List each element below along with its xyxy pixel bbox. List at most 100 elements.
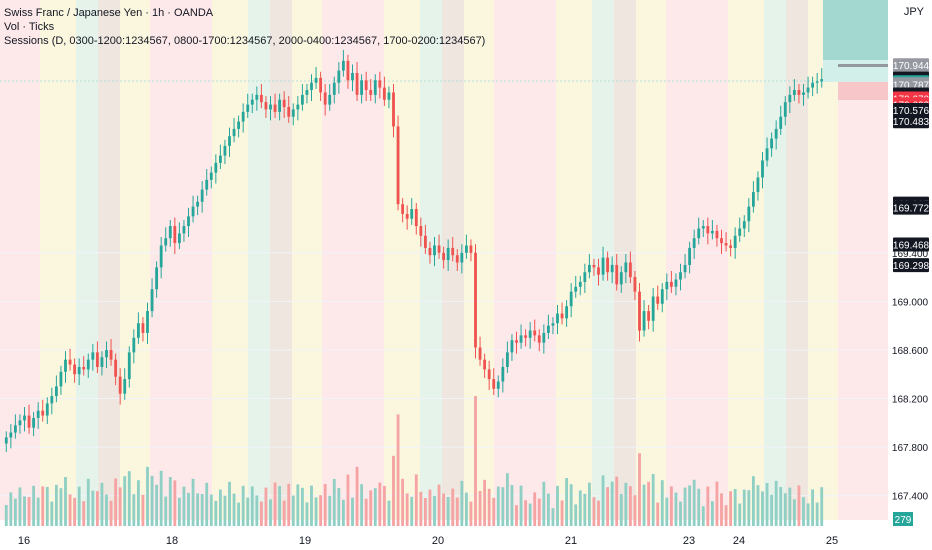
volume-bar: [59, 488, 63, 526]
volume-bar: [751, 476, 755, 526]
volume-bar: [13, 498, 17, 526]
volume-bar: [537, 498, 541, 526]
volume-bar: [209, 494, 213, 526]
volume-bar: [136, 480, 140, 526]
candle-body: [141, 323, 145, 333]
price-label: 170.787: [893, 80, 930, 91]
sessions-legend[interactable]: Sessions (D, 0300-1200:1234567, 0800-170…: [4, 35, 486, 47]
candle-body: [250, 99, 254, 105]
session-band: [420, 0, 442, 520]
volume-bar: [387, 500, 391, 526]
symbol-title[interactable]: Swiss Franc / Japanese Yen · 1h · OANDA: [4, 7, 214, 19]
volume-bar: [619, 494, 623, 526]
volume-bar: [64, 477, 67, 526]
price-axis[interactable]: 167.400 167.800 168.200 168.600 169.000 169.4…: [888, 0, 932, 550]
volume-bar: [433, 495, 436, 526]
volume-bar: [214, 500, 218, 526]
volume-bar: [423, 498, 427, 526]
volume-bar: [606, 487, 610, 526]
volume-bar: [278, 486, 282, 526]
position-tool[interactable]: [823, 0, 888, 100]
candle-body: [592, 264, 596, 268]
volume-bar: [633, 495, 637, 526]
volume-bar: [761, 491, 764, 526]
volume-bar: [109, 500, 113, 526]
candle-body: [410, 209, 414, 219]
candle-body: [669, 281, 673, 287]
volume-bar: [223, 495, 227, 526]
volume-bar: [355, 466, 359, 526]
volume-bar: [706, 486, 710, 526]
candle-body: [565, 306, 569, 319]
time-tick-label: 23: [683, 535, 695, 547]
volume-bar: [697, 488, 701, 526]
volume-bar: [264, 487, 268, 526]
volume-bar: [378, 482, 382, 526]
volume-bar: [100, 482, 104, 526]
candle-body: [223, 145, 227, 156]
volume-bar: [255, 495, 259, 526]
time-axis[interactable]: 16 18 19 20 21 23 24 25: [0, 528, 888, 550]
price-tick-label: 168.600: [892, 346, 929, 357]
volume-bar: [560, 500, 564, 526]
candle-body: [633, 277, 637, 292]
price-label-bg: [893, 58, 929, 73]
session-band: [728, 0, 764, 520]
price-label: 170.576: [893, 106, 930, 117]
candle-body: [528, 330, 532, 338]
volume-bar: [351, 497, 354, 526]
candle-body: [451, 247, 455, 256]
volume-bar: [396, 414, 400, 526]
candle-body: [282, 99, 286, 108]
candle-body: [615, 264, 619, 285]
volume-bar: [259, 501, 263, 526]
volume-bar: [287, 483, 291, 526]
volume-bar: [177, 497, 181, 526]
volume-bar: [464, 492, 468, 526]
volume-bar: [701, 506, 705, 526]
time-tick-label: 24: [733, 535, 745, 547]
candle-body: [651, 296, 655, 321]
volume-bar: [501, 487, 505, 526]
candle-body: [314, 77, 318, 83]
volume-bar: [665, 497, 669, 526]
candle-body: [405, 213, 409, 219]
candle-body: [756, 177, 760, 193]
volume-bar: [164, 496, 168, 526]
candle-body: [41, 410, 45, 416]
volume-bar: [305, 502, 309, 526]
volume-bar: [218, 489, 222, 526]
candle-body: [419, 226, 423, 236]
session-band: [40, 0, 76, 520]
candle-body: [360, 80, 364, 95]
volume-bar: [54, 484, 58, 526]
candle-body: [278, 99, 282, 112]
volume-bar: [469, 501, 473, 526]
candle-body: [414, 209, 418, 227]
volume-bar: [401, 478, 405, 526]
candle-body: [442, 252, 446, 261]
volume-bar: [332, 479, 336, 526]
volume-bar: [205, 482, 209, 526]
candle-body: [118, 376, 122, 394]
volume-bar: [569, 484, 573, 526]
session-band: [98, 0, 120, 520]
volume-bar: [68, 494, 72, 526]
volume-bar: [733, 489, 737, 526]
volume-bar: [756, 485, 760, 526]
candle-body: [246, 104, 250, 112]
candle-body: [18, 420, 22, 426]
candle-body: [423, 235, 427, 248]
volume-bar: [337, 488, 341, 526]
candle-body: [724, 243, 728, 246]
volume-bar: [474, 396, 477, 526]
candle-body: [228, 136, 231, 146]
session-band: [120, 0, 150, 520]
candle-body: [86, 359, 90, 370]
volume-bar: [300, 487, 304, 526]
currency-label[interactable]: JPY: [903, 6, 924, 18]
candle-body: [765, 148, 769, 161]
target-zone: [823, 0, 888, 60]
volume-legend[interactable]: Vol · Ticks: [4, 21, 55, 33]
